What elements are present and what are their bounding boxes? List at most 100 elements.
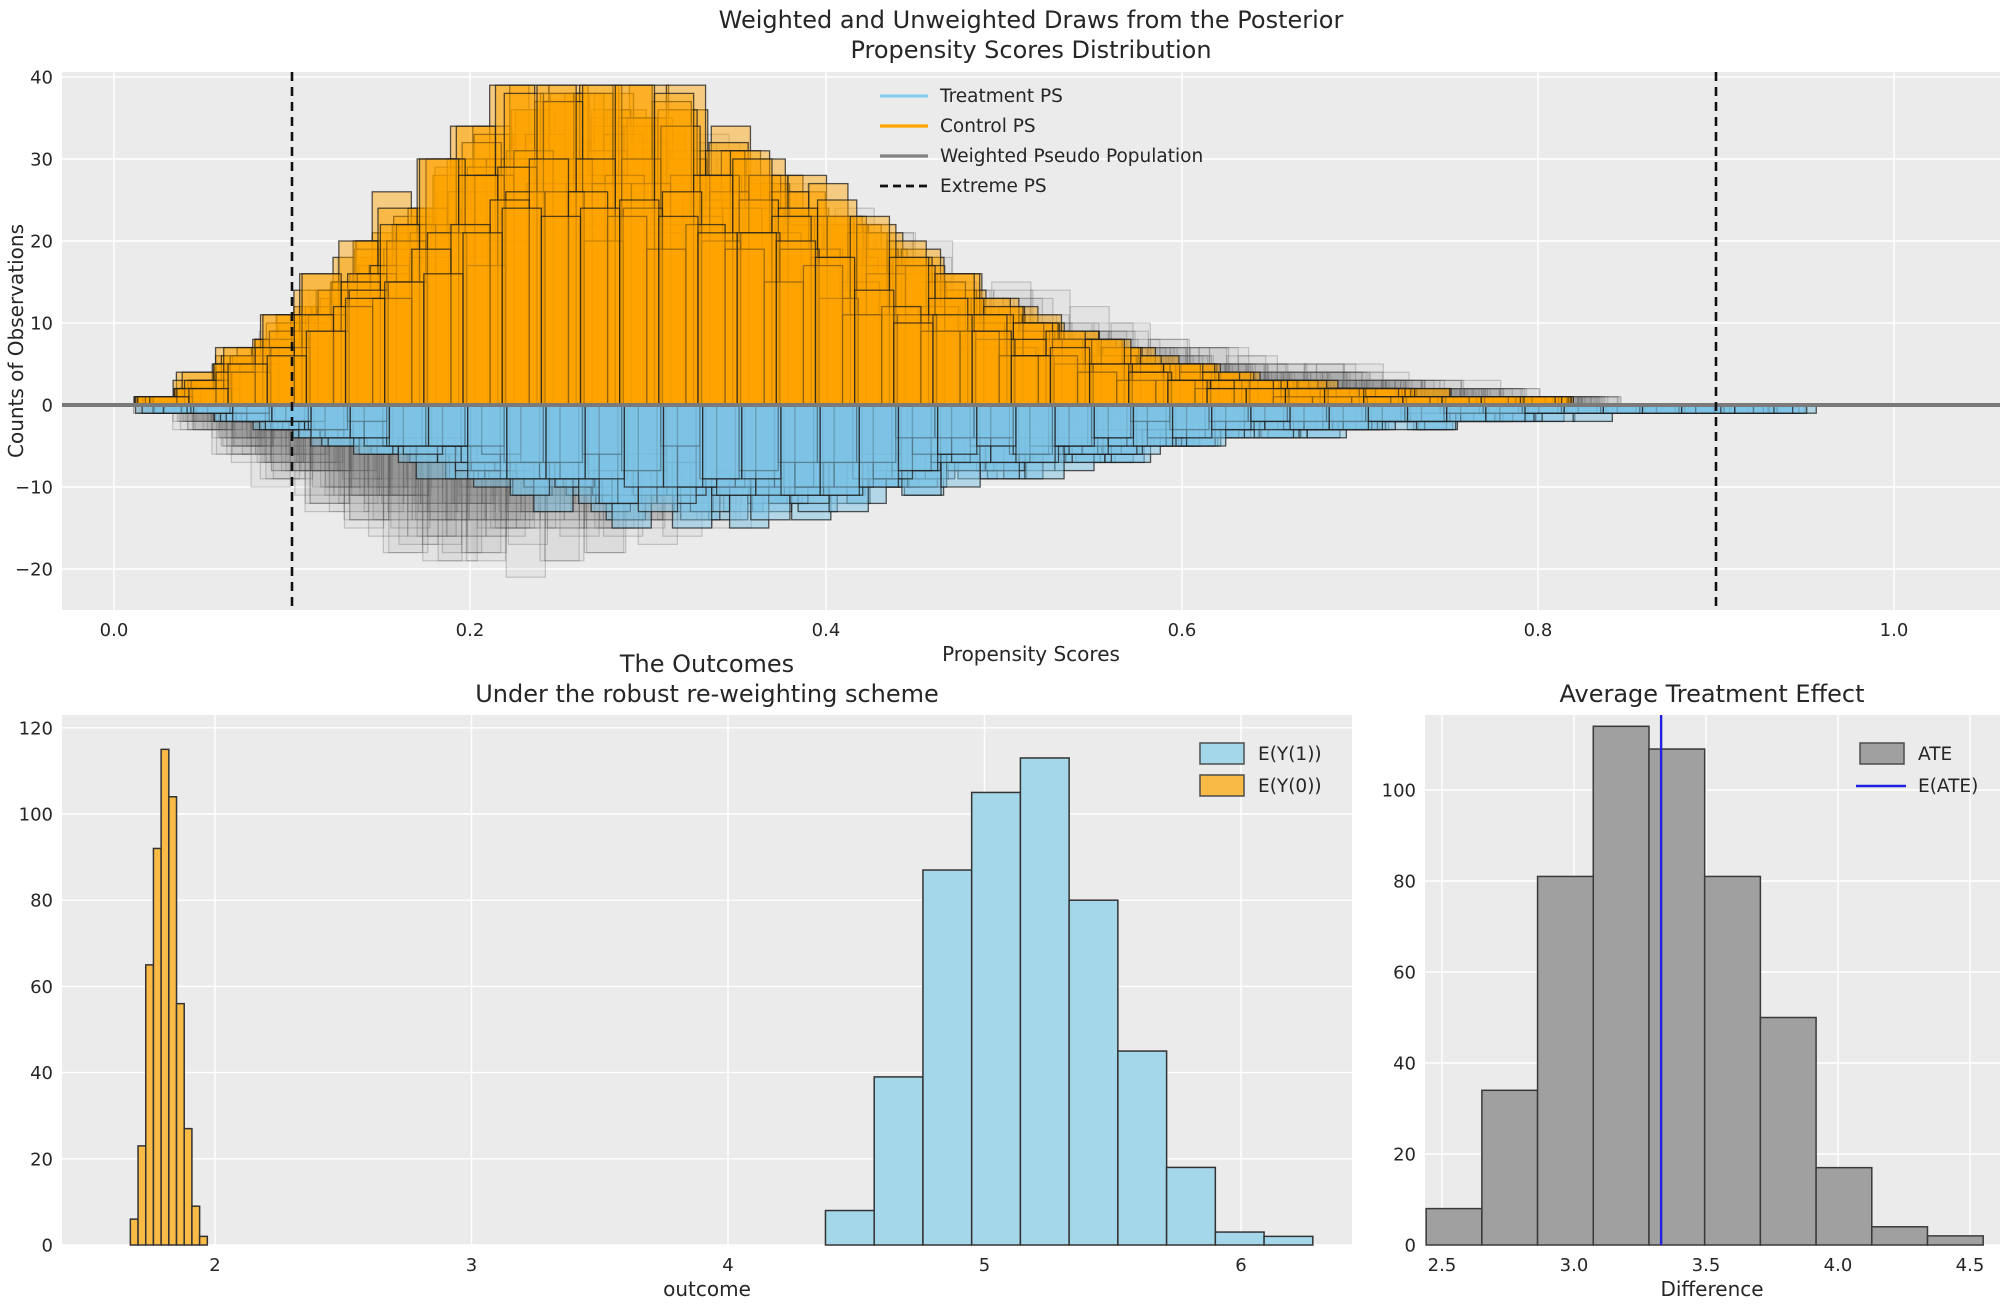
tick-label: Extreme PS xyxy=(940,176,1047,197)
tick-labels: 2.5 3.0 3.5 4.0 4.5 0 20 40 60 80 100 xyxy=(1382,781,1985,1277)
bar xyxy=(1536,875,1595,1246)
tick-label: 80 xyxy=(1393,872,1416,893)
bar xyxy=(1926,1235,1984,1246)
tick-label: −10 xyxy=(15,478,53,499)
tick-label: Treatment PS xyxy=(939,86,1063,107)
ate-plot-title: Average Treatment Effect xyxy=(1559,680,1865,708)
bar xyxy=(1815,1166,1873,1246)
top-plot-title-line2: Propensity Scores Distribution xyxy=(850,36,1212,64)
bar xyxy=(970,791,1022,1246)
tick-label: 100 xyxy=(19,805,53,826)
tick-label: 3 xyxy=(466,1255,477,1276)
treatment-draws xyxy=(134,404,1817,529)
tick-label: 5 xyxy=(979,1255,990,1276)
bar xyxy=(1117,1050,1168,1246)
outcomes-plot-title-line1: The Outcomes xyxy=(619,650,795,678)
tick-label: E(Y(0)) xyxy=(1258,776,1322,797)
bar xyxy=(1165,1166,1217,1246)
top-plot-legend: Treatment PS Control PS Weighted Pseudo Po… xyxy=(880,86,1203,197)
top-plot-xlabel: Propensity Scores xyxy=(942,642,1120,666)
bar xyxy=(152,847,162,1246)
legend-swatch-2 xyxy=(1199,774,1245,797)
tick-label: Weighted Pseudo Population xyxy=(940,146,1203,167)
outcomes-plot-xlabel: outcome xyxy=(663,1277,751,1301)
tick-label: 80 xyxy=(30,891,53,912)
bar xyxy=(1481,1089,1539,1246)
bar xyxy=(168,796,178,1246)
top-plot-title-line1: Weighted and Unweighted Draws from the P… xyxy=(718,6,1344,34)
bar xyxy=(198,1235,209,1246)
ate-plot-legend: ATE E(ATE) xyxy=(1856,742,1978,797)
bar xyxy=(824,1209,875,1246)
tick-label: E(ATE) xyxy=(1918,776,1978,797)
tick-label: 100 xyxy=(1382,781,1416,802)
tick-label: 40 xyxy=(30,1063,53,1084)
tick-label: 20 xyxy=(30,232,53,253)
tick-label: 20 xyxy=(30,1149,53,1170)
bar xyxy=(1648,748,1706,1246)
tick-label: 4.0 xyxy=(1824,1255,1853,1276)
bar xyxy=(1263,1235,1314,1246)
bar xyxy=(1068,899,1119,1246)
tick-label: 3.0 xyxy=(1560,1255,1589,1276)
tick-label: 0.2 xyxy=(456,620,485,641)
tick-label: 0.4 xyxy=(812,620,841,641)
bar xyxy=(144,964,155,1246)
tick-label: 2.5 xyxy=(1428,1255,1457,1276)
bar xyxy=(175,1002,185,1246)
ate-plot-xlabel: Difference xyxy=(1660,1277,1764,1301)
bar xyxy=(1759,1016,1817,1246)
control-draws xyxy=(133,84,1574,406)
tick-label: 60 xyxy=(1393,963,1416,984)
tick-label: 60 xyxy=(30,977,53,998)
tick-label: 6 xyxy=(1235,1255,1246,1276)
legend-swatch-ate xyxy=(1859,742,1905,765)
bar xyxy=(137,1145,147,1246)
top-plot-ylabel: Counts of Observations xyxy=(4,223,28,459)
tick-label: 4.5 xyxy=(1956,1255,1985,1276)
tick-label: ATE xyxy=(1918,744,1952,765)
hist-series-ey1 xyxy=(824,757,1314,1246)
top-plot: 0.0 0.2 0.4 0.6 0.8 1.0 40 30 20 10 0 −10 −20 Treatme… xyxy=(15,68,2000,642)
outcomes-plot-title-line2: Under the robust re-weighting scheme xyxy=(475,680,939,708)
bar xyxy=(191,1205,201,1246)
outcomes-plot-legend: E(Y(1)) E(Y(0)) xyxy=(1199,742,1322,797)
tick-label: 0.6 xyxy=(1168,620,1197,641)
tick-label: Control PS xyxy=(940,116,1036,137)
bar xyxy=(1871,1226,1929,1246)
tick-label: 40 xyxy=(1393,1054,1416,1075)
tick-label: −20 xyxy=(15,560,53,581)
tick-label: 10 xyxy=(30,314,53,335)
tick-label: 1.0 xyxy=(1880,620,1909,641)
legend-swatch-1 xyxy=(1199,742,1245,765)
bar xyxy=(160,748,170,1246)
bar xyxy=(1703,875,1762,1246)
tick-label: 30 xyxy=(30,150,53,171)
tick-label: 0.0 xyxy=(100,620,129,641)
bar xyxy=(1592,725,1650,1246)
tick-label: 120 xyxy=(19,718,53,739)
bar xyxy=(1019,757,1070,1246)
tick-label: E(Y(1)) xyxy=(1258,744,1322,765)
bar xyxy=(183,1127,193,1246)
tick-label: 40 xyxy=(30,68,53,89)
bar xyxy=(1214,1231,1265,1246)
tick-label: 3.5 xyxy=(1692,1255,1721,1276)
bar xyxy=(873,1076,924,1246)
tick-label: 0 xyxy=(42,1236,53,1257)
tick-labels: 0.0 0.2 0.4 0.6 0.8 1.0 40 30 20 10 0 −10 −20 xyxy=(15,68,1908,642)
tick-label: 0.8 xyxy=(1524,620,1553,641)
bar xyxy=(1425,1207,1483,1246)
tick-label: 20 xyxy=(1393,1145,1416,1166)
tick-label: 2 xyxy=(209,1255,220,1276)
ate-plot: 2.5 3.0 3.5 4.0 4.5 0 20 40 60 80 100 ATE E(ATE) xyxy=(1382,715,2000,1276)
bar xyxy=(922,869,973,1246)
tick-label: 0 xyxy=(42,396,53,417)
hist-series-ey0 xyxy=(129,748,209,1246)
hist-series-ate xyxy=(1425,725,1984,1246)
tick-label: 4 xyxy=(722,1255,733,1276)
